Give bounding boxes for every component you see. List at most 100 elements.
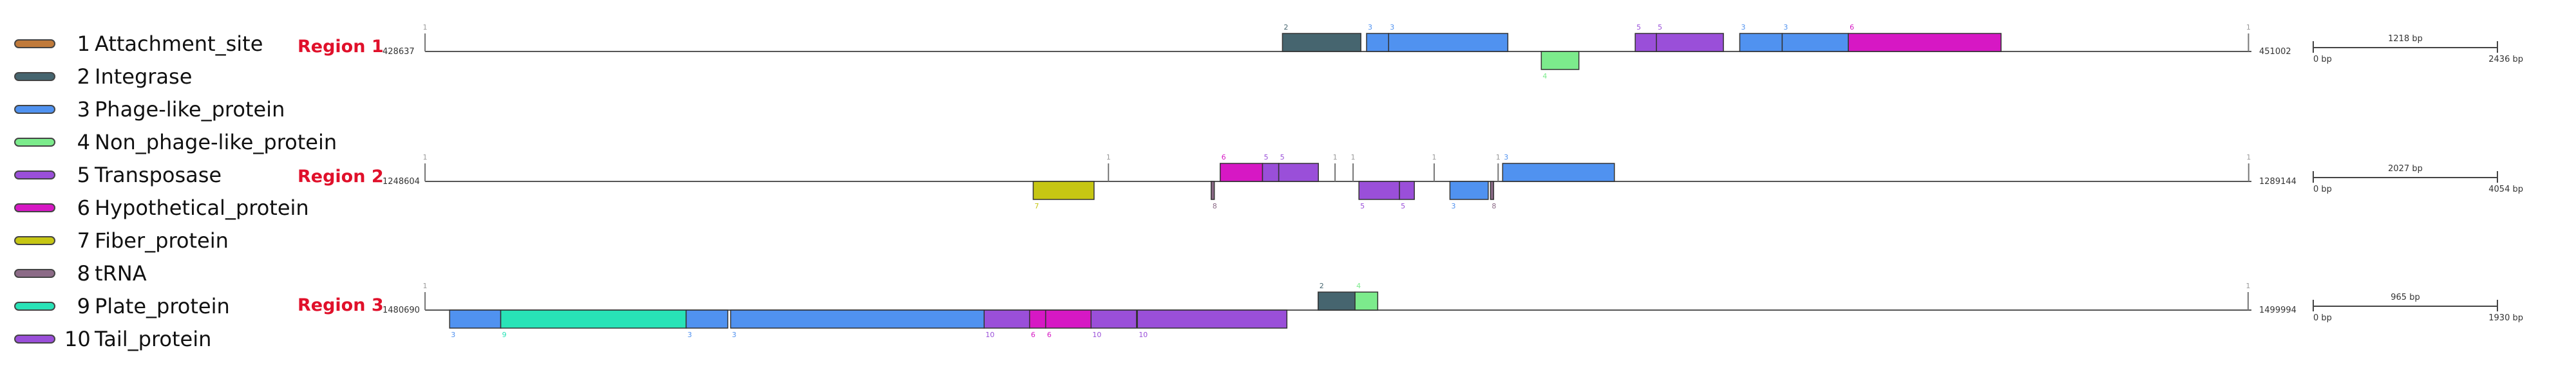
legend-item: 3 Phage-like_protein (14, 96, 336, 122)
region-end-label: 451002 (2259, 47, 2291, 57)
legend-number: 4 (77, 130, 90, 154)
legend-swatch (14, 269, 55, 278)
gene-feature (1282, 33, 1361, 52)
feature-label: 3 (1504, 153, 1508, 161)
feature-label: 1 (2246, 153, 2251, 161)
scale-left-label: 0 bp (2313, 185, 2332, 194)
legend-number: 10 (64, 327, 91, 351)
legend-item: 1 Attachment_site (14, 31, 336, 57)
gene-feature (1028, 309, 1046, 329)
region-title: Region 1 (298, 37, 384, 57)
feature-label: 3 (687, 331, 692, 339)
legend-swatch (14, 105, 55, 114)
legend-label: Attachment_site (95, 32, 263, 56)
gene-feature (1656, 33, 1724, 52)
gene-feature (1032, 181, 1095, 200)
scale-right-label: 2436 bp (2488, 55, 2523, 64)
legend-label: tRNA (95, 261, 147, 286)
feature-label: 3 (732, 331, 737, 339)
gene-feature (1278, 163, 1319, 182)
feature-label: 8 (1213, 202, 1217, 210)
legend-item: 9 Plate_protein (14, 293, 336, 319)
legend-label: Integrase (95, 64, 193, 89)
scale-mid-label: 965 bp (2391, 293, 2420, 302)
legend-swatch (14, 335, 55, 344)
feature-label: 2 (1320, 282, 1324, 290)
legend-number: 3 (77, 97, 90, 122)
feature-label: 6 (1850, 23, 1854, 32)
legend-number: 1 (77, 32, 90, 56)
gene-feature (685, 309, 728, 329)
feature-label: 3 (1783, 23, 1788, 32)
gene-feature (1366, 33, 1389, 52)
scale-left-label: 0 bp (2313, 55, 2332, 64)
gene-feature (1848, 33, 2002, 52)
legend-item: 8 tRNA (14, 261, 336, 286)
feature-label: 1 (1496, 153, 1501, 161)
feature-label: 3 (451, 331, 455, 339)
feature-label: 5 (1280, 153, 1285, 161)
feature-label: 7 (1034, 202, 1039, 210)
legend-item: 2 Integrase (14, 64, 336, 89)
legend-label: Plate_protein (95, 294, 230, 318)
region-end-label: 1289144 (2259, 177, 2297, 187)
region-title: Region 2 (298, 167, 384, 187)
legend-number: 6 (77, 196, 90, 220)
feature-label: 5 (1360, 202, 1365, 210)
scale-mid-label: 2027 bp (2388, 164, 2423, 174)
region-end-label: 1499994 (2259, 306, 2297, 315)
feature-label: 1 (1351, 153, 1356, 161)
feature-label: 6 (1222, 153, 1226, 161)
legend-swatch (14, 236, 55, 245)
legend-label: Phage-like_protein (95, 97, 285, 122)
feature-label: 5 (1401, 202, 1405, 210)
gene-feature (1449, 181, 1489, 200)
legend-swatch (14, 203, 55, 212)
feature-label: 8 (1492, 202, 1496, 210)
gene-feature (500, 309, 687, 329)
region-title: Region 3 (298, 295, 384, 315)
feature-label: 1 (2246, 23, 2251, 32)
legend-label: Transposase (95, 163, 222, 187)
feature-label: 5 (1658, 23, 1662, 32)
legend-swatch (14, 39, 55, 48)
feature-label: 2 (1283, 23, 1288, 32)
legend-swatch (14, 170, 55, 179)
feature-label: 10 (985, 331, 994, 339)
legend-label: Tail_protein (95, 327, 212, 351)
gene-feature (1358, 181, 1400, 200)
gene-feature (1502, 163, 1615, 182)
gene-feature (730, 309, 985, 329)
scale-right-label: 1930 bp (2488, 313, 2523, 323)
legend-label: Hypothetical_protein (95, 196, 309, 220)
region-start-label: 1480690 (383, 306, 420, 315)
gene-feature (1318, 291, 1356, 311)
scale-left-label: 0 bp (2313, 313, 2332, 323)
feature-label: 1 (1333, 153, 1338, 161)
feature-label: 3 (1451, 202, 1455, 210)
gene-feature (1219, 163, 1264, 182)
feature-label: 3 (1368, 23, 1372, 32)
feature-label: 10 (1092, 331, 1101, 339)
legend-item: 10 Tail_protein (14, 326, 336, 352)
legend-number: 7 (77, 228, 90, 253)
feature-label: 5 (1264, 153, 1268, 161)
feature-label: 3 (1741, 23, 1745, 32)
feature-label: 9 (502, 331, 507, 339)
legend-item: 7 Fiber_protein (14, 228, 336, 253)
gene-feature (1354, 291, 1379, 311)
gene-feature (1137, 309, 1288, 329)
feature-label: 1 (1432, 153, 1436, 161)
legend-label: Fiber_protein (95, 228, 229, 253)
feature-label: 1 (423, 282, 428, 290)
scale-mid-label: 1218 bp (2388, 34, 2423, 44)
scale-right-label: 4054 bp (2488, 185, 2523, 194)
region-start-label: 1248604 (383, 177, 420, 187)
feature-label: 4 (1542, 72, 1547, 80)
feature-label: 6 (1047, 331, 1052, 339)
feature-label: 5 (1636, 23, 1641, 32)
legend-label: Non_phage-like_protein (95, 130, 337, 154)
gene-feature (983, 309, 1030, 329)
gene-feature (1262, 163, 1280, 182)
legend-number: 8 (77, 261, 90, 286)
